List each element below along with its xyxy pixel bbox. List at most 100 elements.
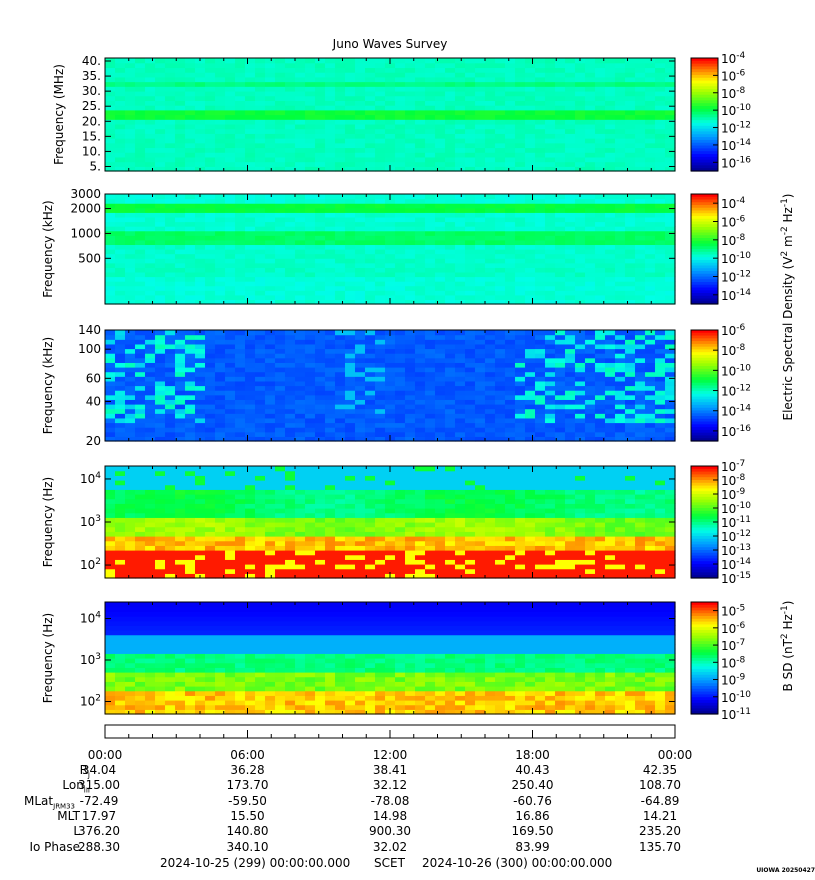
heatmap-cell [175, 494, 186, 500]
heatmap-cell [535, 235, 546, 241]
heatmap-cell [505, 262, 516, 268]
colorbar-swatch [691, 293, 718, 297]
heatmap-cell [595, 119, 606, 125]
heatmap-cell [445, 276, 456, 282]
colorbar-swatch [691, 284, 718, 289]
colorbar-swatch [691, 438, 718, 442]
heatmap-cell [465, 123, 476, 130]
heatmap-cell [545, 226, 556, 232]
heatmap-cell [115, 239, 126, 246]
heatmap-cell [525, 161, 536, 167]
heatmap-cell [345, 133, 356, 139]
heatmap-cell [325, 166, 336, 172]
heatmap-cell [365, 436, 376, 442]
heatmap-cell [595, 198, 606, 204]
heatmap-cell [395, 353, 406, 359]
heatmap-cell [635, 207, 646, 213]
heatmap-cell [265, 119, 276, 125]
heatmap-cell [375, 198, 386, 204]
heatmap-cell [215, 262, 226, 268]
heatmap-cell [105, 207, 116, 213]
heatmap-cell [165, 86, 176, 92]
heatmap-cell [275, 330, 286, 336]
heatmap-cell [235, 503, 246, 509]
heatmap-cell [415, 235, 426, 241]
heatmap-cell [455, 86, 466, 92]
heatmap-cell [315, 385, 326, 391]
heatmap-cell [195, 494, 206, 500]
heatmap-cell [165, 371, 176, 377]
heatmap-cell [285, 198, 296, 204]
heatmap-cell [475, 413, 486, 419]
heatmap-cell [375, 194, 386, 200]
heatmap-cell [125, 262, 136, 268]
heatmap-cell [645, 399, 656, 405]
heatmap-cell [435, 72, 446, 78]
heatmap-cell [445, 123, 456, 130]
heatmap-cell [175, 105, 186, 111]
heatmap-cell [115, 517, 126, 523]
heatmap-cell [535, 119, 546, 125]
heatmap-cell [295, 512, 306, 518]
heatmap-cell [235, 484, 246, 490]
heatmap-cell [265, 522, 276, 528]
heatmap-cell [485, 399, 496, 405]
heatmap-cell [285, 294, 296, 301]
heatmap-cell [515, 343, 526, 350]
heatmap-cell [225, 536, 236, 542]
heatmap-cell [445, 390, 456, 396]
heatmap-cell [125, 239, 136, 246]
heatmap-cell [215, 216, 226, 223]
heatmap-cell [415, 380, 426, 387]
heatmap-cell [365, 339, 376, 345]
heatmap-cell [645, 166, 656, 172]
heatmap-cell [215, 123, 226, 130]
heatmap-cell [385, 394, 396, 400]
heatmap-cell [365, 105, 376, 111]
heatmap-cell [575, 198, 586, 204]
heatmap-cell [405, 353, 416, 359]
heatmap-cell [135, 390, 146, 396]
heatmap-cell [135, 475, 146, 481]
heatmap-cell [585, 128, 596, 134]
heatmap-cell [135, 76, 146, 83]
heatmap-cell [245, 147, 256, 153]
heatmap-cell [525, 367, 536, 373]
heatmap-cell [125, 271, 136, 278]
heatmap-cell [235, 413, 246, 419]
heatmap-cell [585, 109, 596, 116]
heatmap-cell [625, 81, 636, 87]
heatmap-cell [185, 152, 196, 158]
heatmap-cell [245, 367, 256, 373]
heatmap-cell [315, 109, 326, 116]
heatmap-cell [255, 475, 266, 481]
heatmap-cell [125, 299, 136, 305]
heatmap-cell [645, 413, 656, 419]
heatmap-cell [545, 128, 556, 134]
heatmap-cell [195, 81, 206, 87]
heatmap-cell [515, 95, 526, 101]
heatmap-cell [355, 239, 366, 246]
heatmap-cell [555, 271, 566, 278]
heatmap-cell [215, 466, 226, 472]
heatmap-cell [345, 166, 356, 172]
heatmap-cell [285, 536, 296, 542]
heatmap-cell [295, 230, 306, 236]
heatmap-cell [565, 114, 576, 120]
heatmap-cell [445, 142, 456, 149]
heatmap-cell [115, 498, 126, 504]
heatmap-cell [425, 408, 436, 414]
heatmap-cell [305, 123, 316, 130]
heatmap-cell [465, 142, 476, 149]
heatmap-cell [255, 376, 266, 382]
heatmap-cell [135, 564, 146, 570]
heatmap-cell [155, 239, 166, 246]
heatmap-cell [245, 564, 256, 570]
heatmap-cell [485, 431, 496, 437]
heatmap-cell [425, 76, 436, 83]
heatmap-cell [625, 123, 636, 130]
heatmap-cell [405, 436, 416, 442]
heatmap-cell [155, 230, 166, 236]
heatmap-cell [145, 226, 156, 232]
heatmap-cell [335, 62, 346, 69]
